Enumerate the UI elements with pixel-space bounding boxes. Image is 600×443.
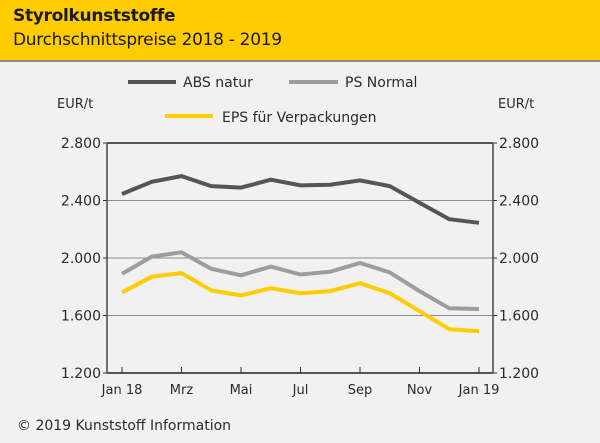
y-tick-label-left: 2.800	[61, 136, 101, 152]
axes: 1.200 1.200 1.600 1.600 2.000 2.000 2.400 2.400…	[61, 136, 539, 398]
series-line-ps-normal	[121, 250, 480, 311]
series-line-abs-natur	[121, 174, 480, 225]
x-tick-label: Jan 18	[101, 383, 143, 398]
x-tick-label: Sep	[348, 383, 373, 398]
y-tick-label-right: 2.000	[499, 251, 539, 267]
x-tick-label: Nov	[407, 383, 433, 398]
legend-label-abs-natur: ABS natur	[183, 75, 253, 91]
x-tick-label: Jan 19	[458, 383, 500, 398]
y-tick-label-left: 1.200	[61, 366, 101, 382]
y-tick-label-left: 1.600	[61, 309, 101, 325]
chart-subtitle: Durchschnittspreise 2018 - 2019	[13, 30, 282, 50]
y-tick-label-right: 1.200	[499, 366, 539, 382]
y-tick-label-right: 2.400	[499, 194, 539, 210]
y-tick-label-right: 2.800	[499, 136, 539, 152]
x-tick-label: Mrz	[170, 383, 194, 398]
y-axis-label-left: EUR/t	[57, 97, 93, 112]
x-tick-label: Mai	[230, 383, 253, 398]
legend-label-ps-normal: PS Normal	[345, 75, 417, 91]
y-tick-label-right: 1.600	[499, 309, 539, 325]
copyright-footer: © 2019 Kunststoff Information	[17, 418, 232, 434]
series-line-eps-f-r-verpackungen	[121, 271, 480, 334]
y-tick-label-left: 2.400	[61, 194, 101, 210]
y-axis-label-right: EUR/t	[498, 97, 534, 112]
series-lines	[121, 174, 480, 334]
legend: ABS natur PS Normal EPS für Verpackungen	[128, 75, 417, 126]
y-tick-label-left: 2.000	[61, 251, 101, 267]
legend-label-eps-f-r-verpackungen: EPS für Verpackungen	[222, 110, 376, 126]
chart-title: Styrolkunststoffe	[13, 6, 176, 26]
x-tick-label: Jul	[292, 383, 309, 398]
header-banner: Styrolkunststoffe Durchschnittspreise 20…	[0, 0, 600, 62]
